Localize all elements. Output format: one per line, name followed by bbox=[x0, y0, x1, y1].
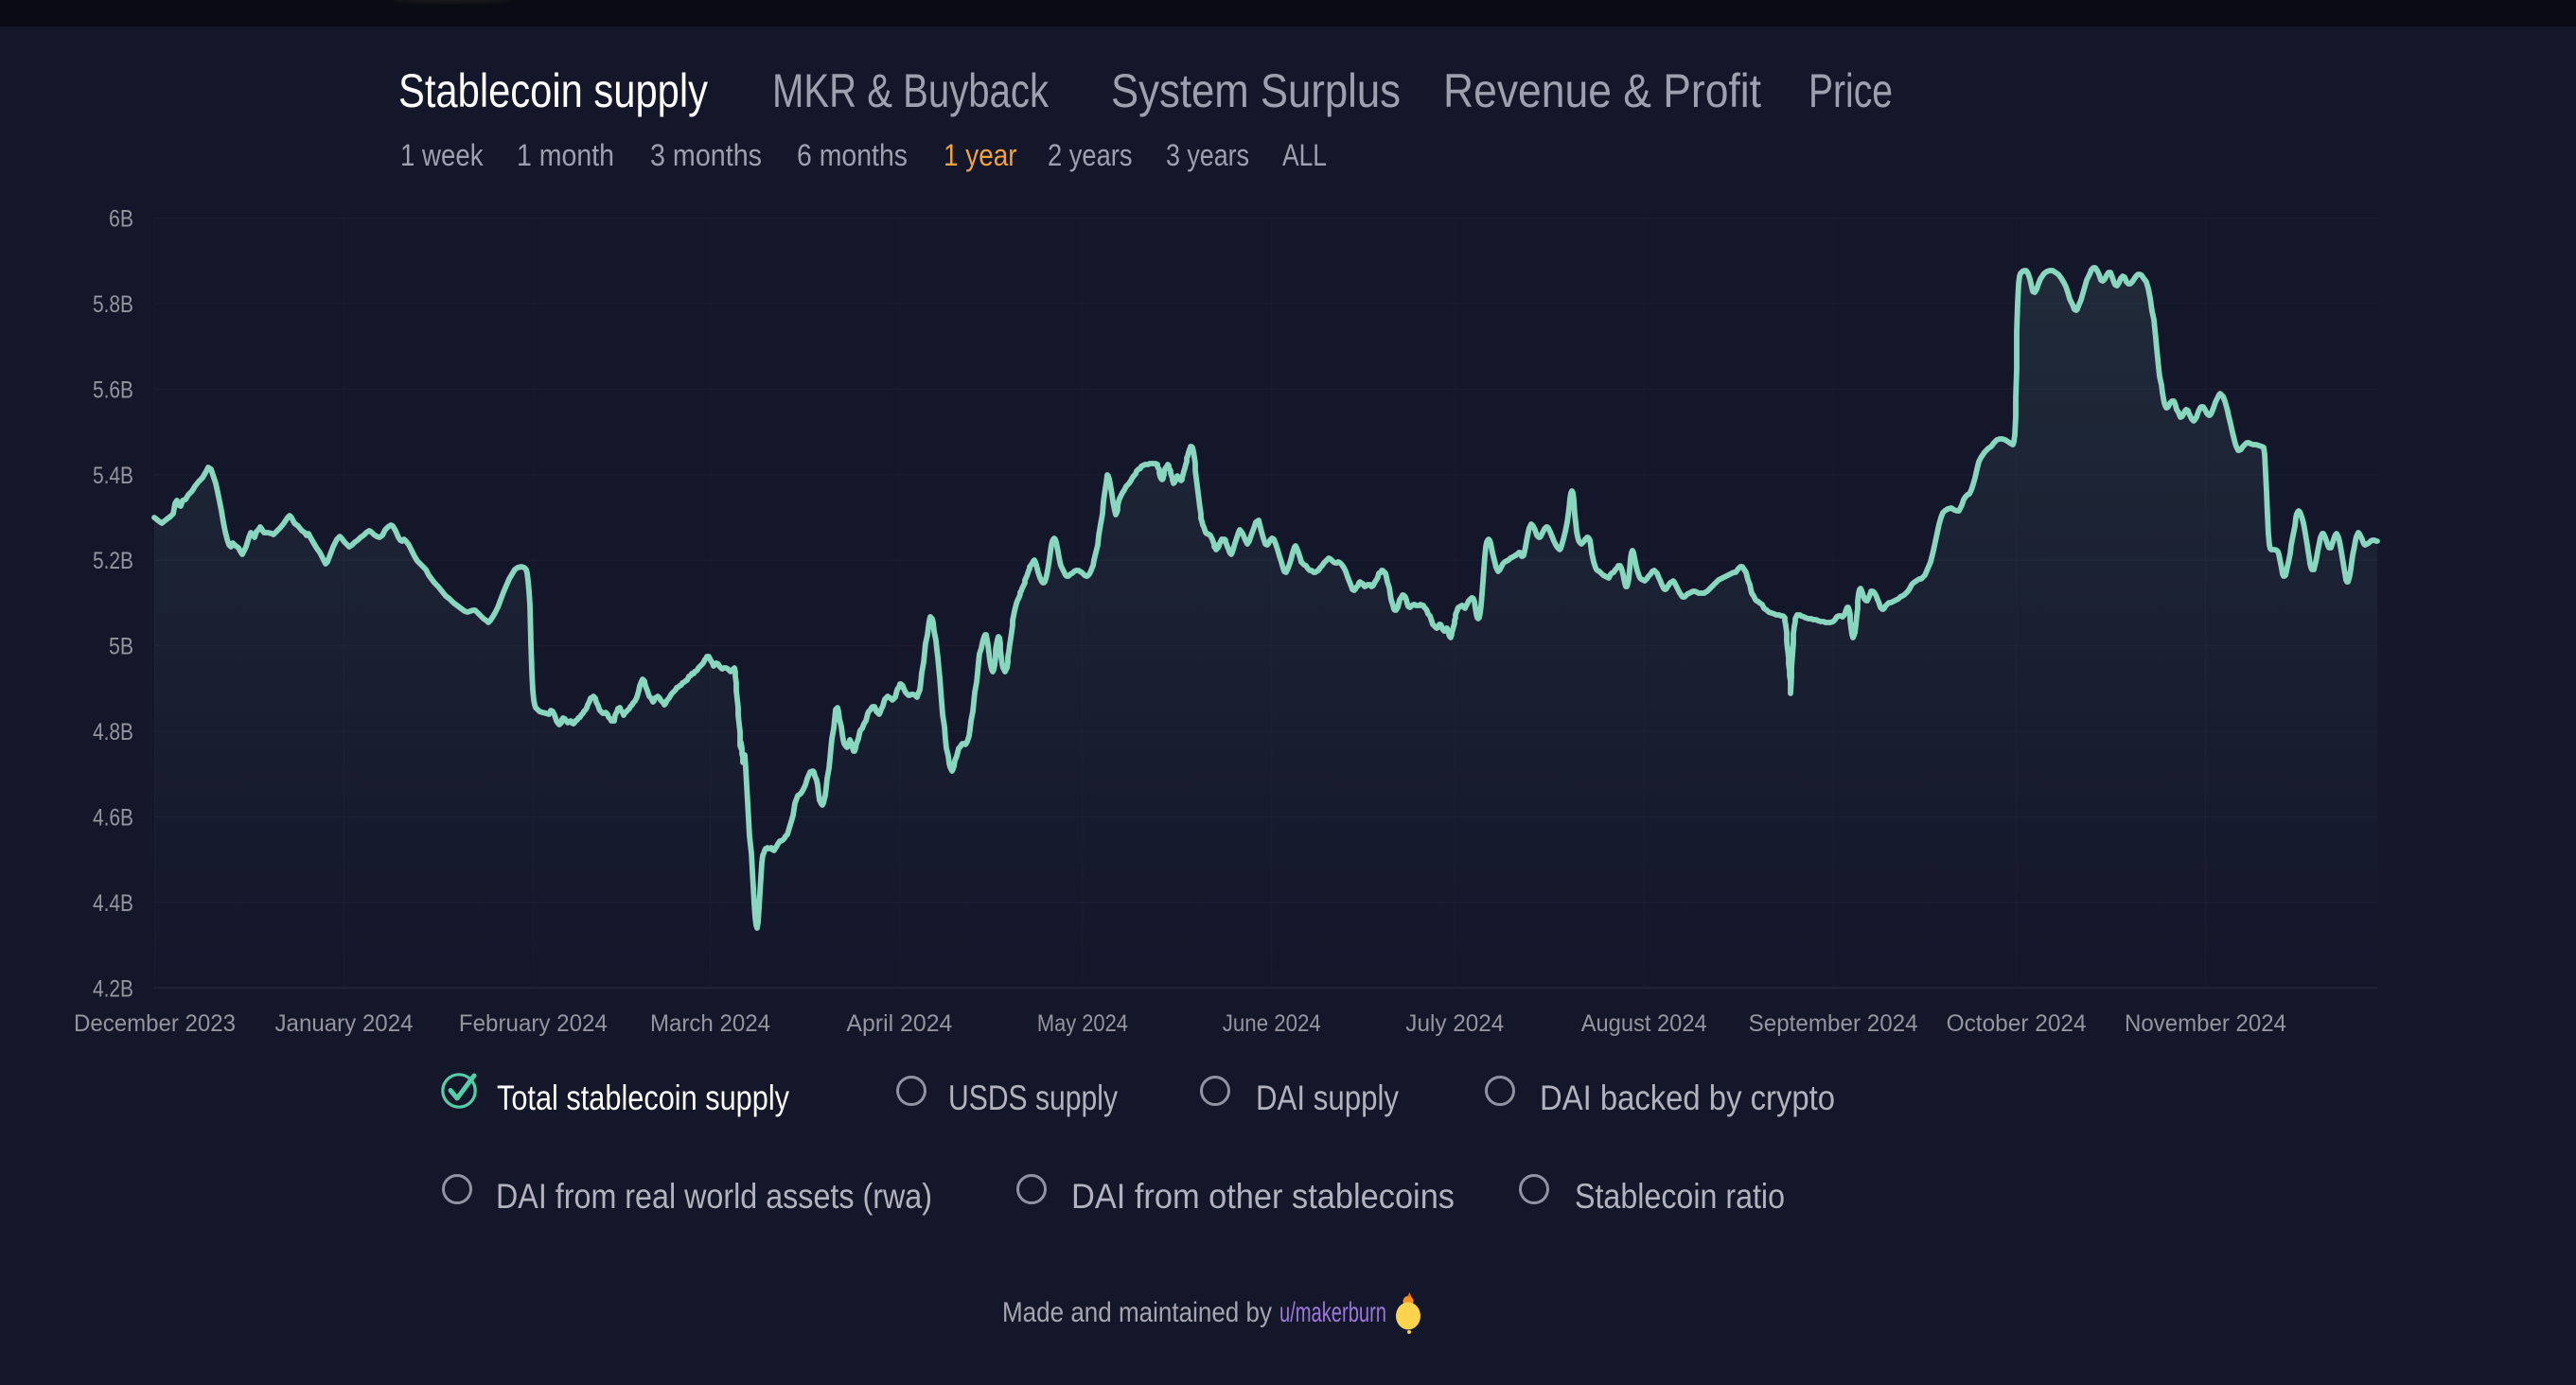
svg-text:System Surplus: System Surplus bbox=[1111, 64, 1401, 117]
svg-text:DAI supply: DAI supply bbox=[1256, 1078, 1399, 1117]
svg-text:5B: 5B bbox=[109, 634, 133, 660]
svg-text:Stablecoin supply: Stablecoin supply bbox=[398, 64, 708, 117]
svg-text:4.4B: 4.4B bbox=[93, 890, 133, 917]
svg-text:October 2024: October 2024 bbox=[1947, 1010, 2087, 1037]
svg-text:Stablecoin ratio: Stablecoin ratio bbox=[1575, 1177, 1785, 1216]
svg-text:September 2024: September 2024 bbox=[1749, 1010, 1918, 1037]
svg-text:6 months: 6 months bbox=[797, 138, 908, 172]
svg-text:5.2B: 5.2B bbox=[93, 548, 133, 574]
svg-text:November 2024: November 2024 bbox=[2125, 1010, 2286, 1037]
svg-text:5.4B: 5.4B bbox=[93, 463, 133, 489]
svg-text:6B: 6B bbox=[109, 206, 133, 233]
svg-text:3 months: 3 months bbox=[650, 138, 762, 172]
svg-text:2 years: 2 years bbox=[1048, 138, 1133, 172]
svg-text:Made and maintained by: Made and maintained by bbox=[1002, 1297, 1272, 1328]
svg-text:Revenue & Profit: Revenue & Profit bbox=[1443, 64, 1761, 117]
svg-text:5.6B: 5.6B bbox=[93, 377, 133, 403]
svg-text:February 2024: February 2024 bbox=[459, 1010, 608, 1037]
svg-text:DAI backed by crypto: DAI backed by crypto bbox=[1540, 1078, 1835, 1117]
svg-text:Price: Price bbox=[1808, 64, 1893, 117]
svg-text:4.2B: 4.2B bbox=[93, 975, 133, 1002]
svg-text:3 years: 3 years bbox=[1166, 138, 1249, 172]
svg-text:DAI from other stablecoins: DAI from other stablecoins bbox=[1071, 1177, 1455, 1216]
svg-text:DAI from real world assets (rw: DAI from real world assets (rwa) bbox=[496, 1177, 932, 1216]
svg-text:MKR & Buyback: MKR & Buyback bbox=[772, 64, 1050, 117]
svg-text:August 2024: August 2024 bbox=[1581, 1010, 1707, 1037]
svg-text:1 month: 1 month bbox=[517, 138, 614, 172]
svg-text:4.8B: 4.8B bbox=[93, 719, 133, 745]
svg-text:June 2024: June 2024 bbox=[1223, 1010, 1321, 1037]
svg-text:USDS supply: USDS supply bbox=[948, 1078, 1118, 1117]
svg-text:July 2024: July 2024 bbox=[1405, 1010, 1504, 1037]
svg-text:5.8B: 5.8B bbox=[93, 291, 133, 318]
svg-text:March 2024: March 2024 bbox=[650, 1010, 770, 1037]
svg-text:May 2024: May 2024 bbox=[1037, 1010, 1128, 1037]
svg-text:1 year: 1 year bbox=[944, 138, 1017, 172]
svg-text:4.6B: 4.6B bbox=[93, 804, 133, 831]
svg-text:u/makerburn: u/makerburn bbox=[1279, 1297, 1386, 1328]
svg-text:Total stablecoin supply: Total stablecoin supply bbox=[497, 1078, 789, 1117]
svg-text:April 2024: April 2024 bbox=[846, 1010, 952, 1037]
svg-text:December 2023: December 2023 bbox=[74, 1010, 236, 1037]
svg-text:ALL: ALL bbox=[1282, 138, 1327, 172]
svg-text:1 week: 1 week bbox=[400, 138, 484, 172]
svg-text:January 2024: January 2024 bbox=[275, 1010, 414, 1037]
